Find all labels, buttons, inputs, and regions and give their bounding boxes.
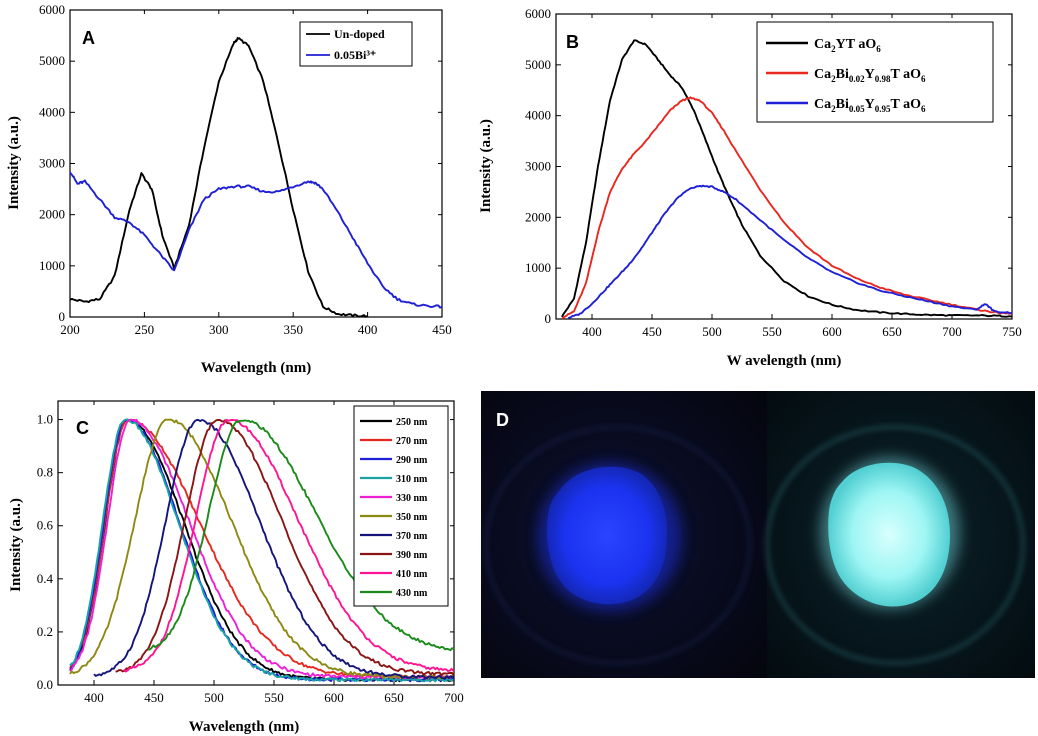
legend-label-ca2ytao6: Ca2YT aO6: [814, 37, 881, 54]
panel-a-xlabel: Wavelength (nm): [201, 360, 311, 376]
panel-c: 400 450 500 550 600 650 7000.00.20.40.60.81.0 …: [8, 400, 464, 735]
panel-c-ytick-label: 0.4: [37, 571, 54, 586]
panel-c-ylabel: Intensity (a.u.): [8, 498, 24, 592]
panel-a-series-un-doped: [69, 36, 368, 318]
panel-c-series-430-nm: [147, 419, 455, 652]
panel-b-ytick-label: 4000: [525, 108, 551, 123]
panel-c-xtick-label: 450: [144, 690, 164, 705]
panel-b-xtick-label: 600: [822, 324, 842, 339]
panel-a-ytick-label: 4000: [39, 104, 65, 119]
panel-b-xlabel: W avelength (nm): [727, 353, 842, 369]
panel-b-xtick-label: 700: [942, 324, 962, 339]
panel-c-series-370-nm: [93, 419, 455, 680]
panel-c-series-350-nm: [69, 418, 454, 680]
panel-a-lines: [69, 36, 443, 318]
panel-c-legend-label-310-nm: 310 nm: [396, 474, 428, 485]
panel-a-xtick-label: 200: [60, 322, 80, 337]
panel-a-ytick-label: 0: [59, 309, 66, 324]
panel-a-xtick-label: 350: [283, 322, 303, 337]
panel-a-ytick-label: 6000: [39, 2, 65, 17]
panel-a-legend: Un-doped 0.05Bi³⁺: [299, 21, 413, 67]
panel-b: 400 450 500 550 600 650 700 750 0 1000 2000 3000 400…: [478, 6, 1022, 369]
panel-b-ytick-label: 6000: [525, 6, 551, 21]
panel-a-ytick-label: 1000: [39, 258, 65, 273]
panel-c-legend-label-430-nm: 430 nm: [396, 588, 428, 599]
panel-a: 200 250 300 350 400 450 0 1000 2000 3000 4000 5000 6…: [6, 2, 452, 376]
photo-left-powder-blue: [546, 466, 668, 605]
panel-c-xtick-label: 650: [384, 690, 404, 705]
panel-b-ytick-label: 3000: [525, 159, 551, 174]
panel-b-ytick-label: 5000: [525, 57, 551, 72]
panel-c-ticks: 400 450 500 550 600 650 700 0.0 0.2 0.4 0.6 0.8 1.0: [37, 401, 464, 705]
panel-b-xtick-label: 500: [702, 324, 722, 339]
panel-b-ytick-label: 1000: [525, 260, 551, 275]
panel-c-legend-label-410-nm: 410 nm: [396, 569, 428, 580]
panel-c-ytick-label: 0.6: [37, 518, 54, 533]
panel-a-ytick-label: 5000: [39, 53, 65, 68]
photo-right-dish-rim: [765, 425, 1025, 665]
panel-b-ytick-label: 2000: [525, 209, 551, 224]
panel-b-legend: Ca2YT aO6 Ca2Bi0.02Y0.98T aO6 Ca2Bi0.05Y…: [756, 21, 994, 123]
panel-c-xtick-label: 400: [84, 690, 104, 705]
panel-c-legend-label-370-nm: 370 nm: [396, 531, 428, 542]
panel-a-xtick-label: 300: [209, 322, 229, 337]
panel-a-xtick-label: 400: [358, 322, 378, 337]
panel-c-ytick-label: 0.0: [37, 677, 53, 692]
panel-b-series-ca2ytao6: [561, 39, 1013, 318]
panel-c-series-310-nm: [69, 418, 454, 683]
panel-b-xtick-label: 400: [582, 324, 602, 339]
panel-b-xtick-label: 550: [762, 324, 782, 339]
panel-b-series-ca2bi0-05y0-95tao6: [567, 184, 1013, 320]
panel-c-xtick-label: 550: [264, 690, 284, 705]
panel-c-series-410-nm: [123, 418, 455, 673]
panel-b-lines: [561, 39, 1013, 320]
legend-label-undoped: Un-doped: [334, 27, 385, 41]
panel-c-ytick-label: 0.2: [37, 624, 53, 639]
panel-b-ylabel: Intensity (a.u.): [478, 119, 494, 213]
panel-b-ticks: 400 450 500 550 600 650 700 750 0 1000 2000 3000 400…: [525, 6, 1022, 339]
panel-a-ticks: 200 250 300 350 400 450 0 1000 2000 3000 4000 5000 6…: [39, 2, 452, 337]
panel-a-xtick-label: 450: [432, 322, 452, 337]
photo-left-dish-rim: [485, 426, 751, 664]
panel-c-xtick-label: 500: [204, 690, 224, 705]
panel-c-xtick-label: 600: [324, 690, 344, 705]
panel-c-legend-label-330-nm: 330 nm: [396, 493, 428, 504]
panel-b-ytick-label: 0: [545, 311, 552, 326]
panel-c-xlabel: Wavelength (nm): [189, 719, 299, 735]
panel-c-legend-label-350-nm: 350 nm: [396, 512, 428, 523]
panel-a-letter: A: [82, 28, 95, 48]
legend-label-bi002: Ca2Bi0.02Y0.98T aO6: [814, 67, 926, 84]
panel-c-lines: [69, 418, 455, 683]
panel-a-xtick-label: 250: [135, 322, 155, 337]
panel-a-ylabel: Intensity (a.u.): [6, 116, 22, 210]
legend-label-bi005: Ca2Bi0.05Y0.95T aO6: [814, 97, 926, 114]
panel-c-legend-label-290-nm: 290 nm: [396, 455, 428, 466]
panel-b-series-ca2bi0-02y0-98tao6: [561, 96, 1013, 320]
panel-b-xtick-label: 750: [1002, 324, 1022, 339]
legend-label-bi: 0.05Bi³⁺: [334, 48, 376, 62]
panel-c-legend: 250 nm 270 nm 290 nm 310 nm 330 nm 350 nm 370 …: [353, 405, 449, 607]
panel-b-letter: B: [566, 32, 579, 52]
panel-c-ytick-label: 0.8: [37, 465, 53, 480]
panel-c-letter: C: [76, 418, 89, 438]
photo-right-powder-cyan: [828, 462, 950, 607]
panel-c-legend-label-250-nm: 250 nm: [396, 417, 428, 428]
panel-d-letter: D: [496, 410, 509, 430]
panel-c-legend-label-270-nm: 270 nm: [396, 436, 428, 447]
panel-b-xtick-label: 450: [642, 324, 662, 339]
panel-c-series-390-nm: [115, 419, 455, 677]
panel-a-ytick-label: 2000: [39, 207, 65, 222]
panel-d-photo: D: [481, 391, 1035, 678]
panel-c-legend-label-390-nm: 390 nm: [396, 550, 428, 561]
panel-c-xtick-label: 700: [444, 690, 464, 705]
panel-a-series-0-05bi: [69, 171, 443, 309]
panel-a-legend-box: [299, 21, 413, 67]
panel-c-ytick-label: 1.0: [37, 412, 53, 427]
panel-b-xtick-label: 650: [882, 324, 902, 339]
panel-a-ytick-label: 3000: [39, 156, 65, 171]
